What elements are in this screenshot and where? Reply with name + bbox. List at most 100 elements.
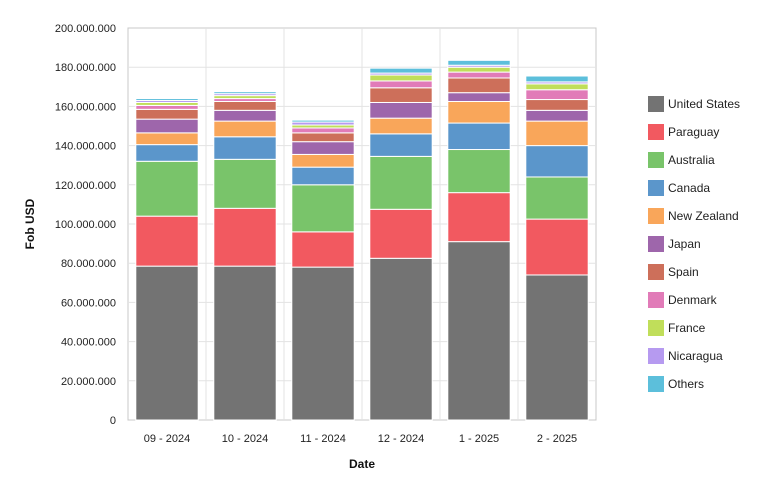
legend-label: Japan xyxy=(668,237,701,251)
legend-label: Australia xyxy=(668,153,715,167)
legend-swatch xyxy=(648,236,664,252)
bar-segment-canada[interactable] xyxy=(525,145,589,178)
bar-segment-paraguay[interactable] xyxy=(447,192,511,243)
bar-segment-denmark[interactable] xyxy=(135,104,199,110)
x-tick-label: 11 - 2024 xyxy=(300,433,346,445)
bar-segment-canada[interactable] xyxy=(291,166,355,186)
bar-segment-others[interactable] xyxy=(447,59,511,66)
bar-segment-canada[interactable] xyxy=(447,122,511,151)
bar-segment-paraguay[interactable] xyxy=(135,215,199,267)
x-tick-label: 10 - 2024 xyxy=(222,433,268,445)
y-tick-label: 200.000.000 xyxy=(55,23,116,35)
bar-segment-canada[interactable] xyxy=(213,136,277,160)
y-tick-label: 140.000.000 xyxy=(55,141,116,153)
legend-label: United States xyxy=(668,97,740,111)
legend-swatch xyxy=(648,264,664,280)
legend-swatch xyxy=(648,180,664,196)
bar-segment-new-zealand[interactable] xyxy=(213,120,277,138)
legend: United States Paraguay Australia Canada New … xyxy=(648,96,740,392)
y-tick-label: 100.000.000 xyxy=(55,219,116,231)
legend-label: Paraguay xyxy=(668,125,719,139)
y-tick-label: 120.000.000 xyxy=(55,180,116,192)
legend-label: Others xyxy=(668,377,704,391)
bar-segment-others[interactable] xyxy=(213,91,277,95)
x-axis-title: Date xyxy=(349,457,375,471)
bar-segment-canada[interactable] xyxy=(135,144,199,162)
bar-segment-japan[interactable] xyxy=(213,109,277,122)
bar-segment-others[interactable] xyxy=(135,98,199,102)
gridlines xyxy=(128,28,596,420)
bar-segment-united-states[interactable] xyxy=(213,265,277,421)
y-tick-label: 60.000.000 xyxy=(61,297,116,309)
bar-segment-france[interactable] xyxy=(369,74,433,82)
bar-segment-denmark[interactable] xyxy=(447,71,511,79)
bar-segment-united-states[interactable] xyxy=(369,257,433,421)
bar-segment-spain[interactable] xyxy=(135,108,199,120)
legend-swatch xyxy=(648,152,664,168)
legend-label: France xyxy=(668,321,706,335)
bar-segment-others[interactable] xyxy=(369,67,433,74)
y-axis-title: Fob USD xyxy=(23,198,37,249)
y-tick-label: 160.000.000 xyxy=(55,101,116,113)
bar-segment-japan[interactable] xyxy=(291,141,355,155)
bar-segment-australia[interactable] xyxy=(525,176,589,220)
bar-segment-japan[interactable] xyxy=(369,101,433,119)
bar-segment-paraguay[interactable] xyxy=(213,207,277,267)
bar-segment-australia[interactable] xyxy=(291,184,355,233)
y-tick-label: 20.000.000 xyxy=(61,376,116,388)
bar-segment-paraguay[interactable] xyxy=(291,231,355,268)
legend-label: Canada xyxy=(668,181,710,195)
bar-segment-united-states[interactable] xyxy=(447,241,511,421)
x-tick-label: 09 - 2024 xyxy=(144,433,190,445)
y-tick-label: 180.000.000 xyxy=(55,62,116,74)
bar-segment-new-zealand[interactable] xyxy=(135,132,199,146)
bar-segment-denmark[interactable] xyxy=(369,80,433,89)
bar-segment-new-zealand[interactable] xyxy=(525,120,589,147)
bar-segment-united-states[interactable] xyxy=(291,266,355,421)
bar-segment-spain[interactable] xyxy=(447,77,511,94)
bar-segment-spain[interactable] xyxy=(291,132,355,143)
bar-segment-united-states[interactable] xyxy=(135,265,199,421)
y-tick-label: 80.000.000 xyxy=(61,258,116,270)
bars xyxy=(135,59,589,421)
bar-segment-spain[interactable] xyxy=(213,101,277,111)
y-tick-label: 40.000.000 xyxy=(61,337,116,349)
bar-segment-australia[interactable] xyxy=(135,160,199,217)
legend-label: New Zealand xyxy=(668,209,739,223)
legend-label: Spain xyxy=(668,265,699,279)
bar-segment-denmark[interactable] xyxy=(291,127,355,134)
legend-swatch xyxy=(648,348,664,364)
bar-segment-new-zealand[interactable] xyxy=(447,101,511,124)
bar-segment-new-zealand[interactable] xyxy=(369,117,433,135)
bar-segment-others[interactable] xyxy=(291,119,355,123)
bar-segment-canada[interactable] xyxy=(369,133,433,157)
bar-segment-others[interactable] xyxy=(525,75,589,83)
x-tick-label: 1 - 2025 xyxy=(459,433,499,445)
bar-segment-new-zealand[interactable] xyxy=(291,153,355,168)
y-axis-ticks: 0 20.000.000 40.000.000 60.000.000 80.000.00… xyxy=(55,23,116,427)
legend-swatch xyxy=(648,320,664,336)
legend-swatch xyxy=(648,292,664,308)
bar-segment-france[interactable] xyxy=(525,83,589,91)
bar-segment-denmark[interactable] xyxy=(525,89,589,101)
bar-segment-france[interactable] xyxy=(447,66,511,73)
bar-segment-spain[interactable] xyxy=(525,99,589,111)
y-tick-label: 0 xyxy=(110,415,116,427)
legend-swatch xyxy=(648,208,664,224)
x-tick-label: 12 - 2024 xyxy=(378,433,424,445)
legend-swatch xyxy=(648,96,664,112)
bar-segment-japan[interactable] xyxy=(525,109,589,122)
bar-segment-spain[interactable] xyxy=(369,87,433,103)
bar-segment-paraguay[interactable] xyxy=(369,208,433,259)
bar-segment-japan[interactable] xyxy=(135,118,199,134)
bar-segment-australia[interactable] xyxy=(369,155,433,210)
bar-segment-japan[interactable] xyxy=(447,92,511,102)
bar-segment-australia[interactable] xyxy=(447,149,511,194)
x-axis-ticks: 09 - 2024 10 - 2024 11 - 2024 12 - 2024 1 - … xyxy=(144,433,577,445)
bar-segment-united-states[interactable] xyxy=(525,274,589,421)
legend-label: Nicaragua xyxy=(668,349,723,363)
legend-swatch xyxy=(648,124,664,140)
bar-segment-paraguay[interactable] xyxy=(525,218,589,276)
bar-segment-australia[interactable] xyxy=(213,158,277,209)
